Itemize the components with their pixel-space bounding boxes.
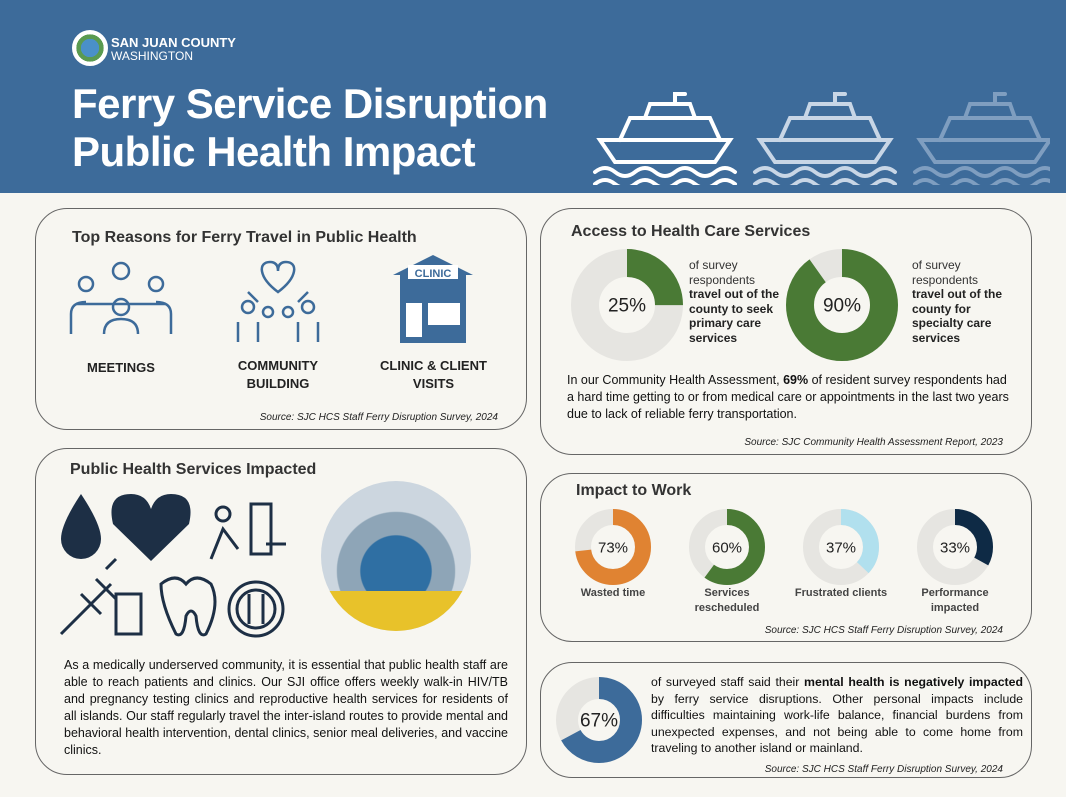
donut-caption: of survey respondents travel out of the … bbox=[689, 258, 780, 345]
services-icons-grid bbox=[59, 494, 286, 638]
work-donut: 33% bbox=[917, 509, 993, 585]
meeting-icon bbox=[69, 261, 173, 335]
card-title: Impact to Work bbox=[576, 482, 692, 499]
header-banner: SAN JUAN COUNTY WASHINGTON Ferry Service… bbox=[0, 0, 1066, 193]
blood-drop-test-icon bbox=[61, 494, 101, 559]
ferry-van-photo bbox=[321, 481, 471, 631]
page-title: Ferry Service Disruption Public Health Im… bbox=[72, 80, 548, 175]
impact-to-work-card: Impact to Work 73% Wasted time 60% Services… bbox=[540, 473, 1032, 642]
work-donut: 37% bbox=[803, 509, 879, 585]
source-note: Source: SJC HCS Staff Ferry Disruption S… bbox=[259, 412, 498, 423]
card-title: Top Reasons for Ferry Travel in Public H… bbox=[72, 229, 417, 246]
donut-percent: 67% bbox=[580, 711, 618, 732]
ferry-ships-icon bbox=[593, 92, 1050, 185]
work-donut-label: Performance impacted bbox=[921, 587, 989, 614]
donut-percent: 37% bbox=[826, 539, 856, 556]
work-donut: 73% bbox=[575, 509, 651, 585]
donut-value-arc bbox=[689, 509, 765, 585]
community-heart-icon bbox=[236, 260, 320, 342]
reason-label: CLINIC & CLIENT VISITS bbox=[380, 358, 487, 391]
primary-care-donut: 25% bbox=[571, 249, 683, 361]
card-title: Public Health Services Impacted bbox=[70, 461, 317, 478]
reason-label: COMMUNITY BUILDING bbox=[237, 358, 319, 391]
org-state: WASHINGTON bbox=[111, 49, 194, 63]
donut-percent: 73% bbox=[598, 539, 628, 556]
donut-percent: 60% bbox=[712, 539, 742, 556]
county-seal-logo bbox=[72, 30, 108, 66]
donut-value-arc bbox=[575, 509, 651, 585]
reason-label: MEETINGS bbox=[87, 360, 155, 375]
heart-brain-icon bbox=[111, 494, 191, 561]
card-title: Access to Health Care Services bbox=[571, 223, 811, 240]
person-pills-icon bbox=[209, 502, 286, 560]
clinic-sign: CLINIC bbox=[415, 268, 452, 280]
donut-value-arc bbox=[803, 509, 879, 585]
donut-percent: 90% bbox=[823, 296, 861, 317]
work-donut: 60% bbox=[689, 509, 765, 585]
work-donut-label: Frustrated clients bbox=[794, 587, 888, 599]
plate-utensils-icon bbox=[227, 580, 285, 638]
source-note: Source: SJC HCS Staff Ferry Disruption S… bbox=[764, 625, 1003, 636]
donut-percent: 33% bbox=[940, 539, 970, 556]
clinic-building-icon: CLINIC bbox=[393, 255, 473, 343]
tooth-icon bbox=[159, 576, 217, 637]
source-note: Source: SJC Community Health Assessment … bbox=[744, 437, 1003, 448]
donut-value-arc bbox=[556, 677, 642, 763]
donut-caption: of survey respondents travel out of the … bbox=[912, 258, 1003, 345]
services-paragraph: As a medically underserved community, it… bbox=[64, 658, 508, 757]
source-note: Source: SJC HCS Staff Ferry Disruption S… bbox=[764, 764, 1003, 775]
org-name: SAN JUAN COUNTY bbox=[111, 35, 236, 50]
services-card: Public Health Services Impacted As a med… bbox=[35, 448, 527, 775]
mental-health-paragraph: of surveyed staff said their mental heal… bbox=[651, 675, 1023, 755]
syringe-vial-icon bbox=[59, 557, 143, 636]
donut-value-arc bbox=[571, 249, 683, 361]
donut-value-arc bbox=[917, 509, 993, 585]
assessment-paragraph: In our Community Health Assessment, 69% … bbox=[567, 373, 1009, 421]
donut-value-arc bbox=[786, 249, 898, 361]
specialty-care-donut: 90% bbox=[786, 249, 898, 361]
donut-percent: 25% bbox=[608, 296, 646, 317]
access-card: Access to Health Care Services 25% of su… bbox=[540, 208, 1032, 455]
work-donut-label: Services rescheduled bbox=[694, 587, 760, 614]
top-reasons-card: Top Reasons for Ferry Travel in Public H… bbox=[35, 208, 527, 430]
work-donut-label: Wasted time bbox=[580, 587, 646, 599]
mental-health-donut: 67% bbox=[556, 677, 642, 763]
mental-health-card: 67% of surveyed staff said their mental … bbox=[540, 662, 1032, 778]
